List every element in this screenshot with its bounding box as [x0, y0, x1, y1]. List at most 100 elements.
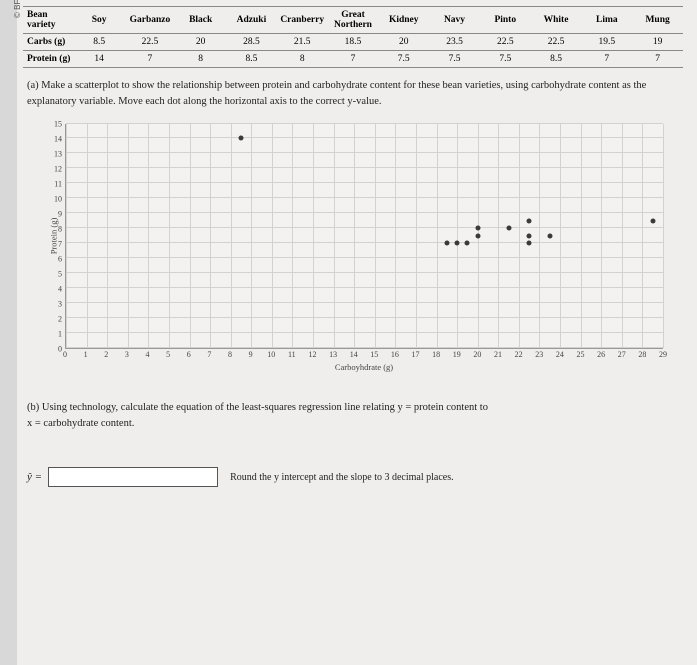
table-col-header: Navy: [429, 7, 480, 34]
table-col-header: Kidney: [378, 7, 429, 34]
xtick-label: 7: [207, 350, 211, 359]
table-cell: 20: [175, 34, 226, 51]
xtick-label: 5: [166, 350, 170, 359]
ytick-label: 14: [54, 134, 62, 143]
xtick-label: 0: [63, 350, 67, 359]
xtick-label: 20: [473, 350, 481, 359]
table-cell: 7.5: [480, 51, 531, 68]
part-b-line2: x = carbohydrate content.: [27, 416, 679, 433]
table-col-header: Cranberry: [277, 7, 328, 34]
table-col-header: Mung: [632, 7, 683, 34]
xtick-label: 14: [350, 350, 358, 359]
table-cell: 8: [277, 51, 328, 68]
xtick-label: 18: [432, 350, 440, 359]
scatter-point[interactable]: [455, 240, 460, 245]
ytick-label: 10: [54, 194, 62, 203]
table-cell: 28.5: [226, 34, 277, 51]
ytick-label: 11: [54, 179, 62, 188]
xtick-label: 19: [453, 350, 461, 359]
ytick-label: 1: [58, 329, 62, 338]
scatter-point[interactable]: [527, 240, 532, 245]
table-cell: 18.5: [328, 34, 379, 51]
table-col-header: Garbanzo: [125, 7, 176, 34]
xtick-label: 2: [104, 350, 108, 359]
table-cell: 7: [581, 51, 632, 68]
table-corner: Bean variety: [23, 7, 74, 34]
table-cell: 22.5: [531, 34, 582, 51]
table-cell: 7.5: [378, 51, 429, 68]
part-b-line1: (b) Using technology, calculate the equa…: [27, 400, 679, 417]
scatter-point[interactable]: [547, 233, 552, 238]
scatter-point[interactable]: [465, 240, 470, 245]
bean-data-table: Bean varietySoyGarbanzoBlackAdzukiCranbe…: [23, 6, 683, 68]
table-cell: 7: [328, 51, 379, 68]
table-col-header: Black: [175, 7, 226, 34]
table-cell: 19.5: [581, 34, 632, 51]
xtick-label: 29: [659, 350, 667, 359]
scatter-point[interactable]: [238, 136, 243, 141]
xtick-label: 8: [228, 350, 232, 359]
table-cell: 7.5: [429, 51, 480, 68]
part-b-instruction: (b) Using technology, calculate the equa…: [27, 400, 679, 434]
table-col-header: Great Northern: [328, 7, 379, 34]
table-cell: 19: [632, 34, 683, 51]
ytick-label: 8: [58, 224, 62, 233]
xtick-label: 27: [618, 350, 626, 359]
ytick-label: 0: [58, 344, 62, 353]
ytick-label: 9: [58, 209, 62, 218]
table-row: Protein (g)14788.5877.57.57.58.577: [23, 51, 683, 68]
ytick-label: 15: [54, 119, 62, 128]
rounding-note: Round the y intercept and the slope to 3…: [230, 472, 454, 483]
table-cell: 23.5: [429, 34, 480, 51]
scatter-point[interactable]: [527, 233, 532, 238]
ytick-label: 5: [58, 269, 62, 278]
xtick-label: 24: [556, 350, 564, 359]
xtick-label: 16: [391, 350, 399, 359]
table-cell: 20: [378, 34, 429, 51]
scatter-point[interactable]: [444, 240, 449, 245]
scatter-point[interactable]: [475, 226, 480, 231]
scatter-point[interactable]: [650, 218, 655, 223]
table-col-header: Lima: [581, 7, 632, 34]
xtick-label: 12: [308, 350, 316, 359]
xtick-label: 25: [577, 350, 585, 359]
xtick-label: 15: [370, 350, 378, 359]
table-cell: 8: [175, 51, 226, 68]
table-cell: 21.5: [277, 34, 328, 51]
ytick-label: 3: [58, 299, 62, 308]
table-col-header: Pinto: [480, 7, 531, 34]
publisher-label: © BFW Publishers: [13, 0, 22, 18]
chart-xlabel: Carboyhdrate (g): [65, 362, 663, 372]
xtick-label: 11: [288, 350, 296, 359]
table-row: Carbs (g)8.522.52028.521.518.52023.522.5…: [23, 34, 683, 51]
scatter-point[interactable]: [475, 233, 480, 238]
xtick-label: 9: [249, 350, 253, 359]
scatter-point[interactable]: [506, 226, 511, 231]
table-col-header: Soy: [74, 7, 125, 34]
table-header-row: Bean varietySoyGarbanzoBlackAdzukiCranbe…: [23, 7, 683, 34]
scatter-chart[interactable]: Protein (g) 0123456789101112131415 01234…: [43, 124, 663, 372]
table-row-label: Carbs (g): [23, 34, 74, 51]
xtick-label: 10: [267, 350, 275, 359]
xtick-label: 3: [125, 350, 129, 359]
xtick-label: 22: [515, 350, 523, 359]
table-cell: 7: [125, 51, 176, 68]
equation-input[interactable]: [48, 467, 218, 487]
table-cell: 8.5: [74, 34, 125, 51]
chart-plot-area[interactable]: [65, 124, 663, 349]
table-row-label: Protein (g): [23, 51, 74, 68]
table-cell: 7: [632, 51, 683, 68]
table-cell: 8.5: [531, 51, 582, 68]
xtick-label: 4: [145, 350, 149, 359]
xtick-label: 13: [329, 350, 337, 359]
table-col-header: Adzuki: [226, 7, 277, 34]
table-col-header: White: [531, 7, 582, 34]
xtick-label: 21: [494, 350, 502, 359]
equation-lhs: ŷ =: [27, 471, 42, 483]
ytick-label: 4: [58, 284, 62, 293]
xtick-label: 17: [412, 350, 420, 359]
xtick-label: 28: [638, 350, 646, 359]
scatter-point[interactable]: [527, 218, 532, 223]
table-cell: 22.5: [125, 34, 176, 51]
table-cell: 22.5: [480, 34, 531, 51]
